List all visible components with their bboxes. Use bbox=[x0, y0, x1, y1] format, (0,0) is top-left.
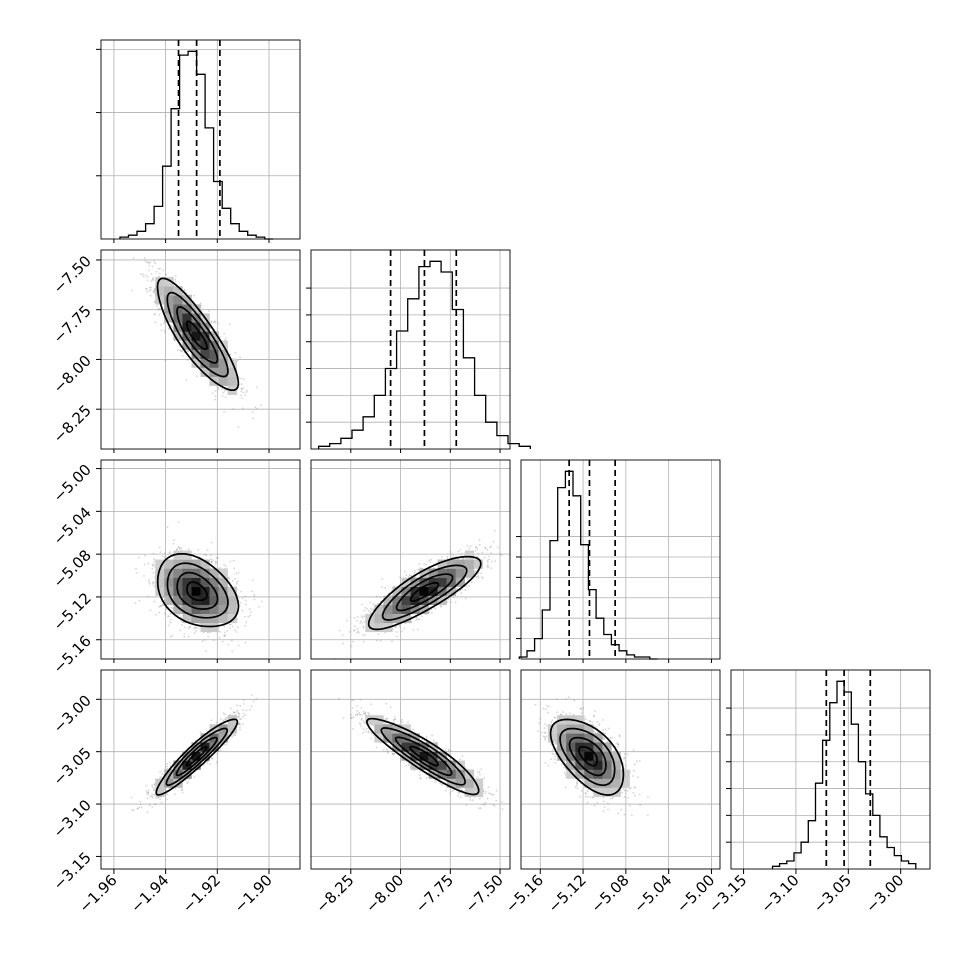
x-tick-label: −1.90 bbox=[231, 871, 276, 916]
y-tick-label: −5.08 bbox=[50, 546, 95, 591]
y-tick-label: −7.50 bbox=[50, 252, 95, 297]
panel-frame bbox=[310, 669, 511, 870]
contour-1.5-sigma bbox=[165, 727, 229, 787]
x-tick-label: −5.04 bbox=[630, 871, 675, 916]
scatter-panel-3-1 bbox=[310, 669, 511, 870]
contour-0.5-sigma bbox=[186, 581, 208, 602]
contour-1-sigma bbox=[176, 306, 219, 364]
x-tick-label: −5.16 bbox=[502, 871, 547, 916]
contour-1-sigma bbox=[176, 571, 219, 610]
panel-frame bbox=[100, 459, 301, 660]
x-tick-label: −1.92 bbox=[179, 871, 224, 916]
contour-2-sigma bbox=[155, 718, 239, 796]
panel-frame bbox=[520, 669, 721, 870]
density-cells bbox=[365, 550, 484, 633]
density-cells bbox=[548, 715, 630, 797]
contour-2-sigma bbox=[549, 718, 625, 796]
y-tick-label: −3.05 bbox=[50, 744, 95, 789]
panel-frame bbox=[310, 459, 511, 660]
x-tick-label: −8.25 bbox=[312, 871, 357, 916]
x-tick-label: −8.00 bbox=[362, 871, 407, 916]
x-tick-label: −3.10 bbox=[758, 871, 803, 916]
scatter-panel-3-0 bbox=[100, 669, 301, 870]
histogram-step bbox=[771, 680, 917, 869]
contour-1-sigma bbox=[395, 573, 454, 612]
x-tick-label: −1.94 bbox=[127, 871, 172, 916]
histogram-panel-1 bbox=[306, 249, 531, 450]
histogram-step bbox=[317, 260, 531, 449]
contour-0.5-sigma bbox=[186, 320, 208, 351]
x-tick-label: −5.12 bbox=[545, 871, 590, 916]
y-tick-label: −5.12 bbox=[50, 589, 95, 634]
scatter-panel-2-0 bbox=[100, 459, 301, 660]
histogram-panel-2 bbox=[516, 459, 721, 660]
histogram-panel-3 bbox=[726, 669, 931, 870]
histogram-panel-0 bbox=[96, 39, 301, 240]
contour-1.5-sigma bbox=[166, 291, 229, 378]
panel-frame bbox=[730, 669, 931, 870]
histogram-step bbox=[518, 470, 658, 660]
x-tick-label: −1.96 bbox=[76, 871, 121, 916]
contour-0.5-sigma bbox=[409, 745, 439, 767]
contour-2-sigma bbox=[367, 555, 482, 631]
contour-1-sigma bbox=[175, 736, 218, 777]
scatter-panel-1-0 bbox=[100, 249, 301, 450]
panel-frame bbox=[100, 39, 301, 240]
y-tick-label: −8.25 bbox=[50, 401, 95, 446]
contour-1.5-sigma bbox=[380, 727, 466, 786]
contour-0.5-sigma bbox=[578, 745, 599, 767]
contour-2-sigma bbox=[366, 717, 480, 796]
panel-frame bbox=[100, 669, 301, 870]
y-tick-label: −3.00 bbox=[50, 691, 95, 736]
x-tick-label: −3.00 bbox=[862, 871, 907, 916]
y-tick-label: −3.15 bbox=[50, 849, 95, 894]
contour-1.5-sigma bbox=[559, 727, 616, 787]
y-tick-label: −7.75 bbox=[50, 302, 95, 347]
x-tick-label: −5.08 bbox=[587, 871, 632, 916]
x-tick-label: −7.75 bbox=[412, 871, 457, 916]
panel-frame bbox=[310, 249, 511, 450]
panel-frame bbox=[100, 249, 301, 450]
contour-2-sigma bbox=[156, 277, 240, 392]
y-tick-label: −5.16 bbox=[50, 632, 95, 677]
y-tick-label: −8.00 bbox=[50, 352, 95, 397]
panel-frame bbox=[520, 459, 721, 660]
contour-1-sigma bbox=[568, 736, 607, 777]
x-tick-label: −3.05 bbox=[810, 871, 855, 916]
x-tick-label: −7.50 bbox=[462, 871, 507, 916]
scatter-panel-3-2 bbox=[520, 669, 721, 870]
y-tick-label: −5.00 bbox=[50, 461, 95, 506]
contour-1.5-sigma bbox=[381, 564, 468, 621]
y-tick-label: −5.04 bbox=[50, 503, 95, 548]
contour-0.5-sigma bbox=[185, 745, 208, 767]
y-tick-label: −3.10 bbox=[50, 796, 95, 841]
contour-2-sigma bbox=[156, 552, 240, 628]
scatter-panel-2-1 bbox=[310, 459, 511, 660]
contour-1.5-sigma bbox=[166, 562, 229, 619]
contour-0.5-sigma bbox=[409, 582, 440, 602]
contour-1-sigma bbox=[394, 736, 453, 777]
